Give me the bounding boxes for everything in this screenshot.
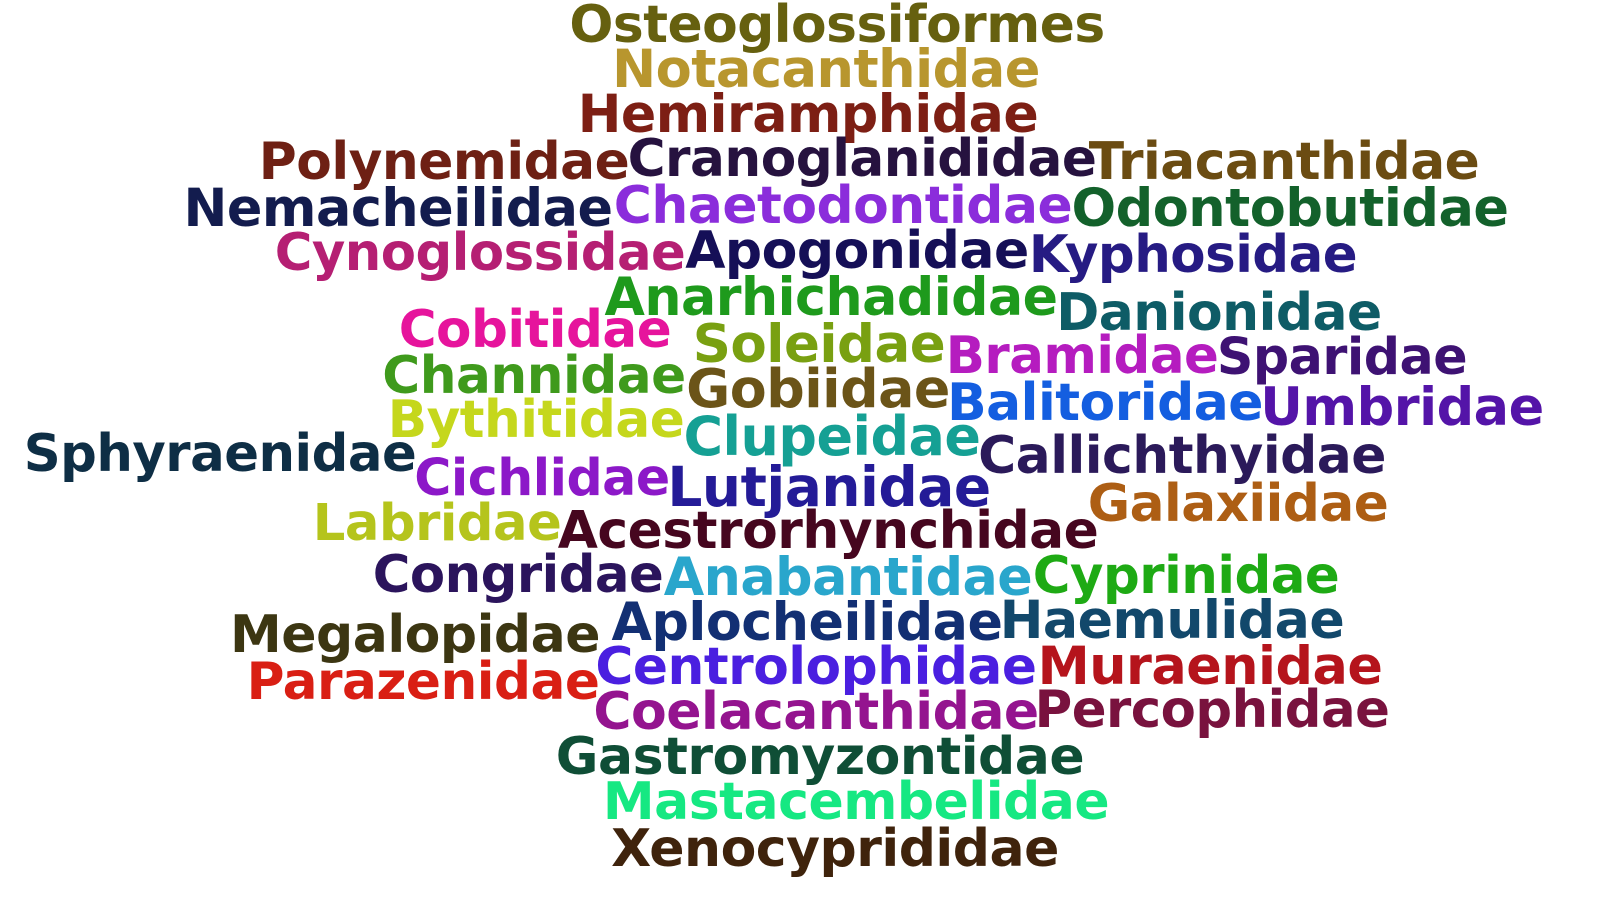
word-notacanthidae: Notacanthidae [612, 38, 1040, 100]
word-muraenidae: Muraenidae [1037, 635, 1383, 697]
word-aplocheilidae: Aplocheilidae [611, 591, 1003, 653]
word-cyprinidae: Cyprinidae [1032, 546, 1340, 607]
word-cynoglossidae: Cynoglossidae [274, 223, 686, 284]
word-congridae: Congridae [372, 545, 664, 606]
word-sparidae: Sparidae [1216, 326, 1468, 386]
word-lutjanidae: Lutjanidae [667, 454, 991, 519]
word-cobitidae: Cobitidae [398, 300, 672, 361]
word-chaetodontidae: Chaetodontidae [613, 176, 1073, 236]
word-gobiidae: Gobiidae [686, 357, 950, 421]
word-bramidae: Bramidae [945, 326, 1219, 387]
word-triacanthidae: Triacanthidae [1088, 132, 1480, 193]
word-nemacheilidae: Nemacheilidae [183, 177, 613, 239]
word-bythitidae: Bythitidae [387, 390, 685, 451]
word-hemiramphidae: Hemiramphidae [577, 84, 1039, 145]
word-acestrorhynchidae: Acestrorhynchidae [557, 501, 1099, 561]
word-osteoglossiformes: Osteoglossiformes [569, 0, 1105, 55]
word-odontobutidae: Odontobutidae [1071, 177, 1509, 239]
word-gastromyzontidae: Gastromyzontidae [555, 727, 1085, 787]
word-percophidae: Percophidae [1034, 680, 1390, 741]
word-soleidae: Soleidae [692, 313, 946, 375]
word-megalopidae: Megalopidae [230, 605, 601, 665]
word-haemulidae: Haemulidae [999, 590, 1345, 651]
word-umbridae: Umbridae [1260, 376, 1544, 438]
word-galaxiidae: Galaxiidae [1087, 474, 1389, 535]
word-labridae: Labridae [312, 493, 562, 554]
word-kyphosidae: Kyphosidae [1028, 225, 1358, 286]
word-apogonidae: Apogonidae [685, 221, 1029, 281]
word-clupeidae: Clupeidae [683, 405, 981, 468]
word-cichlidae: Cichlidae [414, 447, 670, 507]
word-mastacembelidae: Mastacembelidae [602, 772, 1110, 832]
word-centrolophidae: Centrolophidae [595, 637, 1037, 698]
word-channidae: Channidae [382, 346, 686, 407]
word-danionidae: Danionidae [1056, 283, 1382, 343]
word-sphyraenidae: Sphyraenidae [23, 424, 417, 485]
word-polynemidae: Polynemidae [258, 132, 630, 193]
word-coelacanthidae: Coelacanthidae [593, 682, 1039, 742]
word-balitoridae: Balitoridae [947, 373, 1263, 433]
word-anabantidae: Anabantidae [663, 546, 1033, 608]
word-anarhichadidae: Anarhichadidae [604, 267, 1059, 328]
word-callichthyidae: Callichthyidae [978, 426, 1386, 486]
word-xenocyprididae: Xenocyprididae [611, 819, 1059, 879]
word-parazenidae: Parazenidae [246, 652, 600, 713]
word-cranoglanididae: Cranoglanididae [627, 129, 1097, 190]
